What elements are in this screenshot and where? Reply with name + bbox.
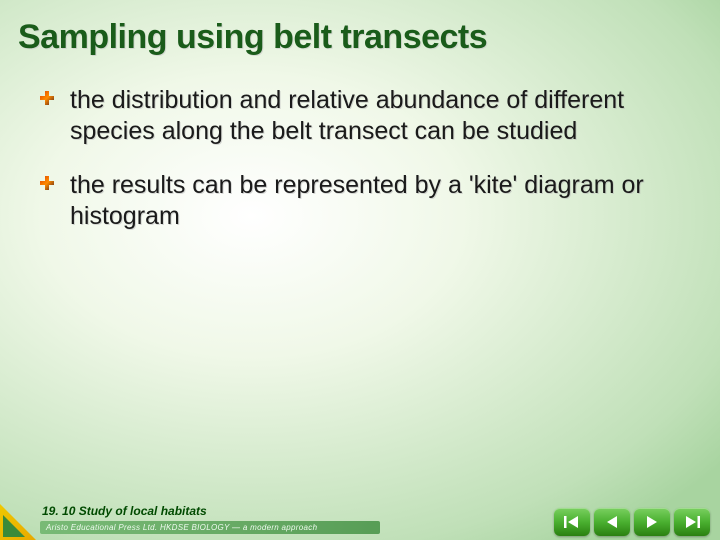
bullet-item: the results can be represented by a 'kit… xyxy=(70,170,680,233)
nav-buttons xyxy=(554,508,710,536)
next-icon xyxy=(643,514,661,530)
content-area: the distribution and relative abundance … xyxy=(0,57,720,232)
slide: Sampling using belt transects the distri… xyxy=(0,0,720,540)
next-button[interactable] xyxy=(634,508,670,536)
first-icon xyxy=(563,514,581,530)
last-button[interactable] xyxy=(674,508,710,536)
bullet-item: the distribution and relative abundance … xyxy=(70,85,680,148)
first-button[interactable] xyxy=(554,508,590,536)
plus-bullet-icon xyxy=(40,91,54,105)
prev-icon xyxy=(603,514,621,530)
footer-text: Aristo Educational Press Ltd. HKDSE BIOL… xyxy=(46,523,317,532)
footer-bar: Aristo Educational Press Ltd. HKDSE BIOL… xyxy=(40,521,380,534)
chapter-label: 19. 10 Study of local habitats xyxy=(42,504,207,518)
prev-button[interactable] xyxy=(594,508,630,536)
bullet-text: the results can be represented by a 'kit… xyxy=(70,171,644,230)
last-icon xyxy=(683,514,701,530)
publisher-logo-icon xyxy=(0,504,36,540)
footer: 19. 10 Study of local habitats Aristo Ed… xyxy=(0,498,720,540)
bullet-text: the distribution and relative abundance … xyxy=(70,86,624,145)
slide-title: Sampling using belt transects xyxy=(0,0,720,57)
plus-bullet-icon xyxy=(40,176,54,190)
